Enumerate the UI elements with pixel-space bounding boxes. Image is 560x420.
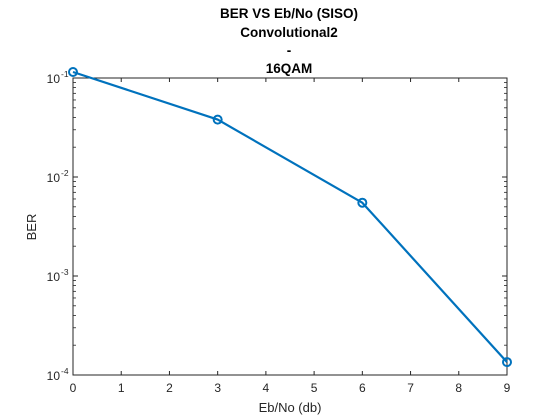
x-tick-label: 0 — [70, 381, 77, 395]
series-layer — [68, 66, 512, 368]
y-tick-exponent: -4 — [61, 366, 69, 376]
y-tick-exponent: -3 — [61, 267, 69, 277]
title-line-1: BER VS Eb/No (SISO) — [220, 6, 358, 21]
series-line — [72, 70, 508, 363]
title-line-2: Convolutional2 — [240, 25, 338, 40]
title-line-4: 16QAM — [266, 61, 313, 76]
x-tick-label: 6 — [359, 381, 366, 395]
x-tick-label: 7 — [407, 381, 414, 395]
x-axis: 0 1 2 3 4 5 6 7 8 9 — [70, 78, 511, 395]
x-tick-label: 2 — [166, 381, 173, 395]
title-line-3: - — [287, 43, 292, 58]
y-tick-exponent: -2 — [61, 168, 69, 178]
y-tick-label: 10 — [47, 369, 61, 383]
data-point — [212, 114, 223, 125]
x-tick-label: 1 — [118, 381, 125, 395]
x-tick-label: 3 — [214, 381, 221, 395]
y-tick-exponent: -1 — [61, 69, 69, 79]
y-tick-label: 10 — [47, 72, 61, 86]
x-tick-label: 4 — [263, 381, 270, 395]
plot-area — [72, 77, 508, 376]
data-point — [357, 197, 368, 208]
data-point — [68, 66, 78, 77]
x-tick-label: 5 — [311, 381, 318, 395]
x-axis-label: Eb/No (db) — [259, 400, 322, 415]
x-tick-label: 8 — [455, 381, 462, 395]
y-axis: 10-410-310-210-1 — [47, 69, 507, 383]
chart-title: BER VS Eb/No (SISO) Convolutional2 - 16Q… — [220, 6, 358, 76]
y-axis-label: BER — [24, 214, 39, 241]
y-tick-label: 10 — [47, 270, 61, 284]
y-tick-label: 10 — [47, 171, 61, 185]
data-point — [502, 357, 512, 368]
x-tick-label: 9 — [504, 381, 511, 395]
